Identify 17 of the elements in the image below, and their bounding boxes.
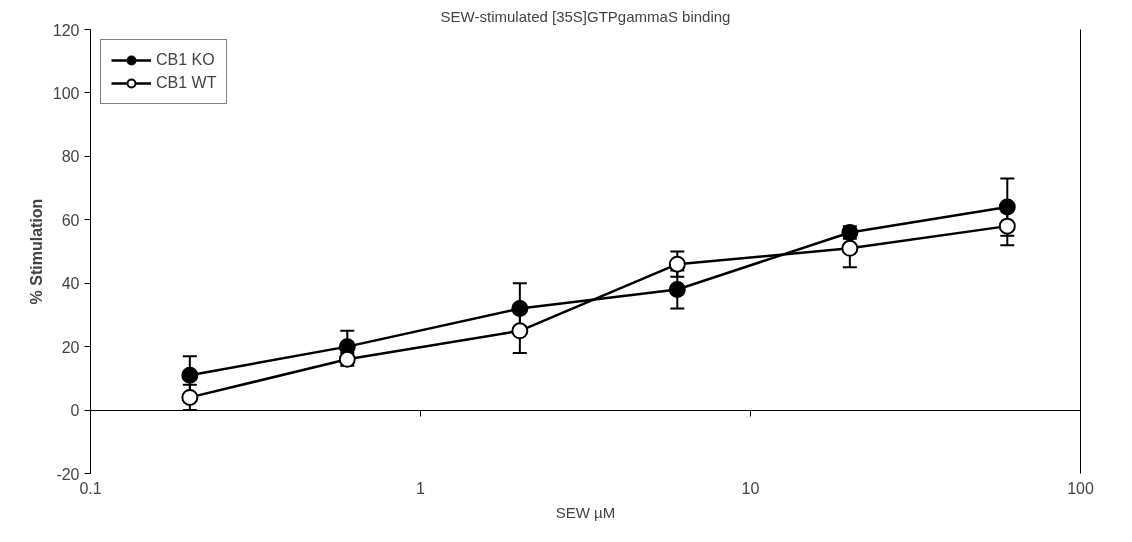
x-tick-label: 1 xyxy=(416,479,426,497)
y-tick-label: 20 xyxy=(61,338,80,356)
y-tick-label: 60 xyxy=(61,211,80,229)
x-axis-title: SEW µM xyxy=(555,503,616,521)
y-tick-label: 120 xyxy=(52,21,80,39)
legend-label: CB1 WT xyxy=(156,74,217,92)
x-tick-label: 100 xyxy=(1067,479,1094,497)
y-tick-label: -20 xyxy=(56,465,80,483)
y-tick-label: 0 xyxy=(70,402,80,420)
y-tick-label: 40 xyxy=(61,275,80,293)
x-tick-label: 10 xyxy=(741,479,760,497)
legend-label: CB1 KO xyxy=(156,51,215,69)
chart-title: SEW-stimulated [35S]GTPgammaS binding xyxy=(440,7,731,25)
y-tick-label: 100 xyxy=(52,84,80,102)
y-tick-label: 80 xyxy=(61,148,80,166)
x-tick-label: 0.1 xyxy=(79,479,102,497)
y-axis-title: % Stimulation xyxy=(27,198,45,305)
